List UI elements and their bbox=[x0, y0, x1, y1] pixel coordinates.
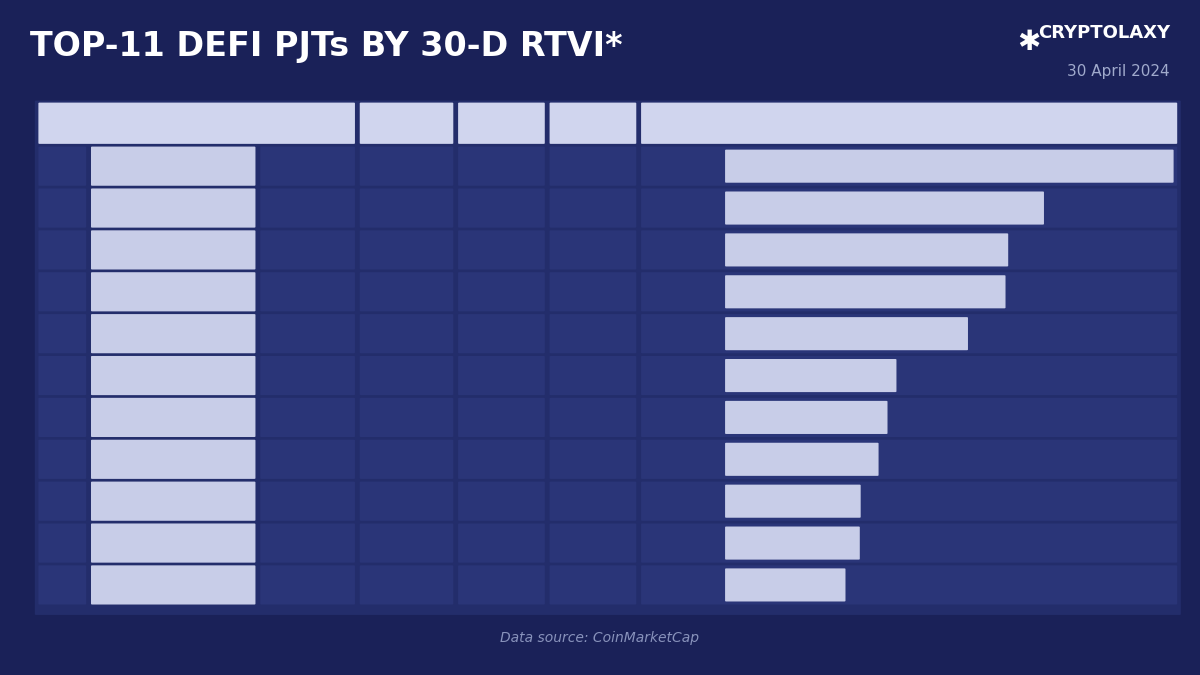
Text: BAKE: BAKE bbox=[288, 327, 328, 340]
Text: Scallop: Scallop bbox=[146, 495, 200, 508]
Text: +35.4%: +35.4% bbox=[648, 202, 702, 215]
Text: +26.9%: +26.9% bbox=[648, 327, 702, 340]
Text: +16.9%: +16.9% bbox=[648, 453, 702, 466]
Text: $59.0M: $59.0M bbox=[569, 369, 618, 382]
Text: $101M: $101M bbox=[570, 286, 616, 298]
Text: $16.4M: $16.4M bbox=[476, 327, 526, 340]
Text: 30 April 2024: 30 April 2024 bbox=[1067, 64, 1170, 79]
Text: Chromia: Chromia bbox=[142, 537, 204, 549]
Text: $84.2M: $84.2M bbox=[569, 160, 618, 173]
Text: $4.21M: $4.21M bbox=[476, 160, 526, 173]
Text: Avalanche: Avalanche bbox=[134, 453, 211, 466]
Text: 30D TV: 30D TV bbox=[559, 114, 626, 132]
Text: $8.83M: $8.83M bbox=[476, 537, 526, 549]
Text: +31.1%: +31.1% bbox=[648, 286, 702, 298]
Text: $12.3B: $12.3B bbox=[569, 453, 617, 466]
Text: $124M: $124M bbox=[384, 578, 430, 591]
Text: Covalent: Covalent bbox=[140, 578, 206, 591]
Text: +49.9%: +49.9% bbox=[648, 160, 702, 173]
Text: DEXE: DEXE bbox=[288, 160, 328, 173]
Text: M. Cap: M. Cap bbox=[374, 114, 438, 132]
Text: VVS: VVS bbox=[293, 244, 323, 256]
Text: +14.8%: +14.8% bbox=[648, 537, 702, 549]
Text: ✱: ✱ bbox=[1018, 28, 1040, 56]
Text: Alchemix: Alchemix bbox=[139, 369, 208, 382]
Text: Jito: Jito bbox=[161, 411, 186, 424]
Text: CKB: CKB bbox=[293, 202, 323, 215]
Text: $48.4M: $48.4M bbox=[569, 578, 618, 591]
Text: DeXe: DeXe bbox=[154, 160, 193, 173]
Text: $66.6M: $66.6M bbox=[476, 202, 526, 215]
Text: $482M: $482M bbox=[479, 453, 524, 466]
Text: $68.4M: $68.4M bbox=[382, 327, 431, 340]
Text: Project: Project bbox=[157, 113, 236, 133]
Text: $1.82M: $1.82M bbox=[476, 578, 526, 591]
Text: $441M: $441M bbox=[384, 160, 430, 173]
Text: $25.4M: $25.4M bbox=[382, 286, 431, 298]
Text: SCLP: SCLP bbox=[289, 495, 326, 508]
Text: VVS Finance: VVS Finance bbox=[127, 244, 220, 256]
Text: $1.63M: $1.63M bbox=[476, 244, 526, 256]
Text: $24.6M: $24.6M bbox=[382, 495, 431, 508]
Text: BakeryToken: BakeryToken bbox=[126, 327, 221, 340]
Text: CRYPTOLAXY: CRYPTOLAXY bbox=[1038, 24, 1170, 42]
Text: $229M: $229M bbox=[384, 537, 430, 549]
Text: $763M: $763M bbox=[384, 202, 430, 215]
Text: +14.9%: +14.9% bbox=[648, 495, 702, 508]
Text: +31.4%: +31.4% bbox=[648, 244, 702, 256]
Text: CHR: CHR bbox=[292, 537, 323, 549]
Text: $4.43M: $4.43M bbox=[476, 286, 526, 298]
Text: $2.33M: $2.33M bbox=[476, 369, 526, 382]
Text: TOP-11 DEFI PJTs BY 30-D RTVI*: TOP-11 DEFI PJTs BY 30-D RTVI* bbox=[30, 30, 623, 63]
Text: ALPACA: ALPACA bbox=[278, 286, 336, 298]
Text: CQT: CQT bbox=[293, 578, 323, 591]
Text: $193M: $193M bbox=[384, 244, 430, 256]
Text: +17.9%: +17.9% bbox=[648, 411, 702, 424]
Text: $377M: $377M bbox=[384, 411, 430, 424]
Text: 30-D RTVI: 30-D RTVI bbox=[856, 113, 962, 133]
Text: $32.6M: $32.6M bbox=[569, 495, 618, 508]
Text: $93.1M: $93.1M bbox=[476, 411, 526, 424]
Text: AVAX: AVAX bbox=[288, 453, 328, 466]
Text: +13.2%: +13.2% bbox=[648, 578, 702, 591]
Text: $230M: $230M bbox=[570, 537, 616, 549]
Text: $2.36B: $2.36B bbox=[569, 411, 617, 424]
Text: $1.24M: $1.24M bbox=[476, 495, 526, 508]
Text: Nervos Network: Nervos Network bbox=[113, 202, 234, 215]
Text: Data source: CoinMarketCap: Data source: CoinMarketCap bbox=[500, 631, 700, 645]
Text: $12.7B: $12.7B bbox=[383, 453, 430, 466]
Text: 24H TV: 24H TV bbox=[468, 114, 535, 132]
Text: Alpaca Finance: Alpaca Finance bbox=[116, 286, 230, 298]
Text: $1.47B: $1.47B bbox=[569, 202, 617, 215]
Text: $387M: $387M bbox=[570, 327, 616, 340]
Text: $54.1M: $54.1M bbox=[382, 369, 431, 382]
Text: +18.9%: +18.9% bbox=[648, 369, 702, 382]
Text: $37.4M: $37.4M bbox=[569, 244, 618, 256]
Text: JTO: JTO bbox=[295, 411, 320, 424]
Text: ALCX: ALCX bbox=[288, 369, 326, 382]
